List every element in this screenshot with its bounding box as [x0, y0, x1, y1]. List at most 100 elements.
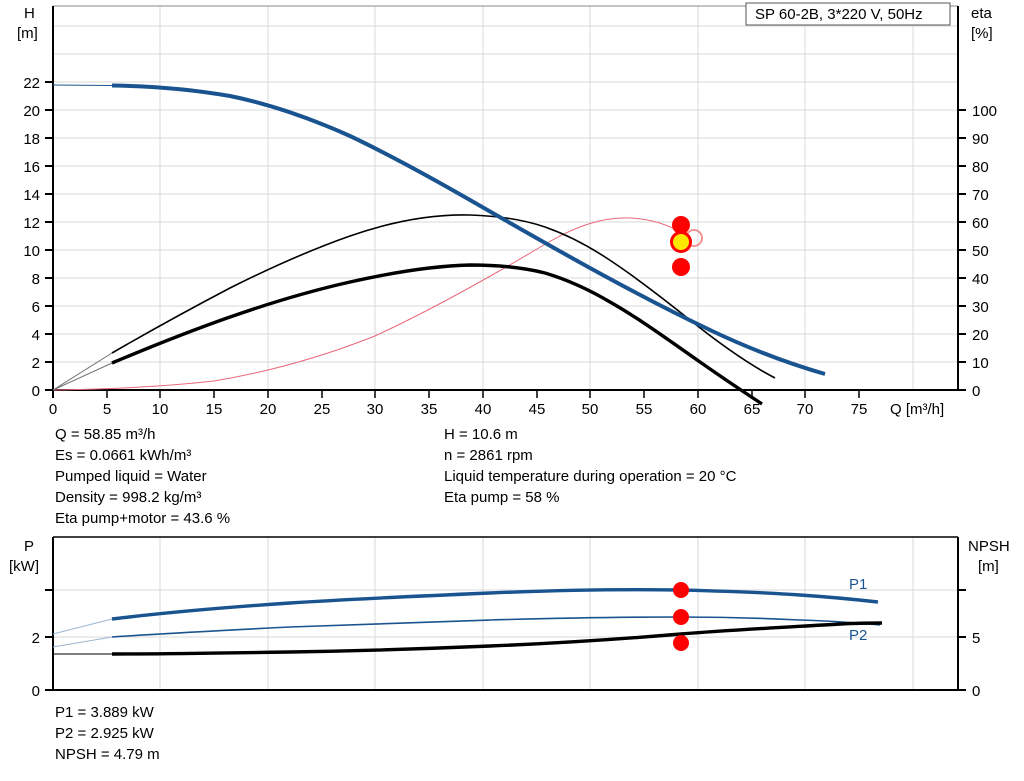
main-left-axis-label-line1: H [24, 5, 35, 22]
right-tick-label: 70 [972, 187, 989, 204]
duty-point-p1-marker[interactable] [673, 582, 689, 598]
duty-point-head-marker[interactable] [670, 231, 692, 253]
left-tick-label: 8 [32, 271, 40, 288]
right-tick-label: 40 [972, 271, 989, 288]
main-right-axis-label-line1: eta [971, 5, 993, 22]
eta-pump-origin-segment [52, 352, 113, 391]
x-tick-label: 15 [206, 401, 223, 418]
right-tick-label: 80 [972, 159, 989, 176]
left-tick-label: 0 [32, 383, 40, 400]
right-tick-label: 90 [972, 131, 989, 148]
main-chart: SP 60-2B, 3*220 V, 50Hz 0 2 4 6 8 [17, 2, 997, 418]
info-left-line: Density = 998.2 kg/m³ [55, 489, 201, 506]
left-tick-label: 12 [23, 215, 40, 232]
lower-right-ticks: 0 5 [958, 589, 980, 700]
right-tick-label: 100 [972, 103, 997, 120]
eta-pump-curve [111, 214, 776, 379]
lower-left-axis-label-line2: [kW] [9, 558, 39, 575]
info-right-line: Eta pump = 58 % [444, 489, 560, 506]
main-left-ticks: 0 2 4 6 8 10 12 14 16 18 20 [23, 75, 53, 400]
x-tick-label: 0 [49, 401, 57, 418]
p1-origin-segment [52, 618, 113, 635]
x-tick-label: 10 [152, 401, 169, 418]
x-tick-label: 70 [797, 401, 814, 418]
left-tick-label: 10 [23, 243, 40, 260]
left-tick-label: 2 [32, 355, 40, 372]
x-tick-label: 55 [636, 401, 653, 418]
x-tick-label: 35 [421, 401, 438, 418]
lower-right-axis-label-line1: NPSH [968, 538, 1010, 555]
duty-point-eta-pump-motor-marker[interactable] [672, 258, 690, 276]
left-tick-label: 18 [23, 131, 40, 148]
eta-pump-motor-origin-segment [52, 362, 113, 391]
p2-curve-label: P2 [849, 627, 867, 644]
main-left-axis-label-line2: [m] [17, 25, 38, 42]
x-tick-label: 50 [582, 401, 599, 418]
info-bottom-line: P1 = 3.889 kW [55, 704, 155, 721]
npsh-curve [111, 621, 883, 656]
info-right-line: H = 10.6 m [444, 426, 518, 443]
x-tick-label: 5 [103, 401, 111, 418]
left-tick-label: 16 [23, 159, 40, 176]
x-tick-label: 30 [367, 401, 384, 418]
chart-title-box-frame [745, 2, 951, 26]
system-curve [52, 217, 680, 391]
power-npsh-chart: 0 2 P [kW] 0 5 NPSH [m] [9, 536, 1010, 700]
right-tick-label: 20 [972, 327, 989, 344]
main-grid-horizontal [53, 25, 958, 363]
operating-data-block: Q = 58.85 m³/h Es = 0.0661 kWh/m³ Pumped… [55, 426, 737, 527]
left-tick-label: 6 [32, 299, 40, 316]
duty-point-p2-marker[interactable] [673, 609, 689, 625]
info-left-line: Es = 0.0661 kWh/m³ [55, 447, 191, 464]
duty-point-eta-pump-marker[interactable] [672, 216, 690, 234]
p1-curve [111, 587, 879, 621]
lower-grid-horizontal [53, 589, 958, 638]
info-left-line: Q = 58.85 m³/h [55, 426, 155, 443]
info-left-line: Eta pump+motor = 43.6 % [55, 510, 230, 527]
x-tick-label: 20 [260, 401, 277, 418]
right-tick-label: 10 [972, 355, 989, 372]
info-right-line: Liquid temperature during operation = 20… [444, 468, 737, 485]
head-curve-origin-segment [52, 84, 113, 86]
lower-left-axis-label-line1: P [24, 538, 34, 555]
eta-pump-motor-curve [111, 263, 763, 406]
left-tick-label: 20 [23, 103, 40, 120]
left-tick-label: 14 [23, 187, 40, 204]
x-tick-label: 75 [851, 401, 868, 418]
duty-point-npsh-marker[interactable] [673, 635, 689, 651]
x-tick-label: 60 [690, 401, 707, 418]
right-tick-label: 0 [972, 383, 980, 400]
head-curve [111, 83, 826, 376]
chart-title-box: SP 60-2B, 3*220 V, 50Hz [745, 2, 951, 26]
right-tick-label: 30 [972, 299, 989, 316]
lower-left-ticks: 0 2 [32, 589, 53, 700]
p1-curve-label: P1 [849, 576, 867, 593]
right-tick-label: 60 [972, 215, 989, 232]
lower-plot-background [53, 537, 958, 690]
lower-grid-vertical [159, 537, 914, 690]
lower-left-tick-label: 0 [32, 683, 40, 700]
p2-curve [111, 616, 881, 638]
x-tick-label: 25 [314, 401, 331, 418]
right-tick-label: 50 [972, 243, 989, 260]
info-right-line: n = 2861 rpm [444, 447, 533, 464]
info-bottom-line: P2 = 2.925 kW [55, 725, 155, 742]
lower-right-axis-label-line2: [m] [978, 558, 999, 575]
x-tick-label: 40 [475, 401, 492, 418]
lower-right-tick-label: 5 [972, 630, 980, 647]
left-tick-label: 22 [23, 75, 40, 92]
left-tick-label: 4 [32, 327, 40, 344]
info-bottom-line: NPSH = 4.79 m [55, 746, 160, 763]
main-x-ticks: 0 5 10 15 20 25 30 35 40 45 50 [49, 390, 868, 418]
x-tick-label: 45 [529, 401, 546, 418]
main-right-axis-label-line2: [%] [971, 25, 993, 42]
info-left-line: Pumped liquid = Water [55, 468, 207, 485]
lower-right-tick-label: 0 [972, 683, 980, 700]
lower-left-tick-label: 2 [32, 630, 40, 647]
chart-title: SP 60-2B, 3*220 V, 50Hz [755, 6, 923, 23]
x-tick-label: 65 [744, 401, 761, 418]
main-right-ticks: 0 10 20 30 40 50 60 70 80 90 1 [958, 103, 997, 400]
p2-origin-segment [52, 636, 113, 648]
